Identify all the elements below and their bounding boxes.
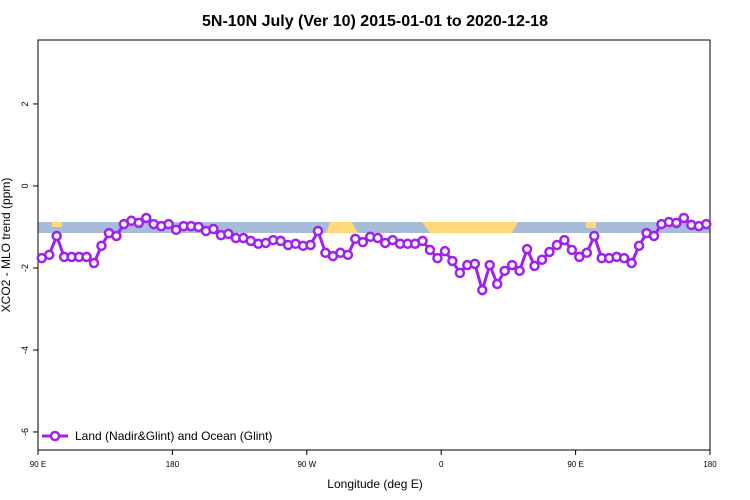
y-tick-label: 2 — [20, 101, 30, 106]
data-point — [417, 235, 428, 247]
data-point — [447, 255, 458, 267]
data-point — [111, 230, 122, 242]
x-tick-label: 180 — [166, 460, 180, 469]
legend-label: Land (Nadir&Glint) and Ocean (Glint) — [75, 429, 272, 443]
data-point — [193, 221, 204, 233]
data-point — [701, 218, 712, 230]
land-patch — [326, 222, 358, 233]
data-point — [678, 212, 690, 224]
x-tick-label: 90 W — [297, 460, 316, 469]
y-tick-label: -6 — [20, 428, 30, 436]
legend-marker — [49, 430, 61, 442]
data-point — [81, 251, 92, 263]
data-point — [671, 217, 682, 229]
data-point — [514, 265, 525, 277]
data-point — [51, 230, 62, 242]
data-point — [88, 257, 100, 269]
data-point — [581, 247, 593, 259]
data-point — [499, 265, 510, 277]
data-point — [574, 251, 585, 263]
data-point — [469, 258, 481, 270]
data-point — [312, 225, 324, 237]
x-tick-label: 90 E — [30, 460, 46, 469]
x-tick-label: 90 E — [567, 460, 583, 469]
map-strip — [38, 222, 710, 233]
data-point — [529, 260, 540, 272]
data-point — [424, 244, 436, 256]
data-point — [536, 254, 548, 266]
data-point — [454, 267, 466, 279]
data-point — [43, 249, 55, 261]
data-point — [626, 257, 637, 269]
data-point — [491, 278, 503, 290]
data-point — [372, 232, 383, 244]
y-tick-label: 0 — [20, 183, 30, 188]
land-patch — [52, 222, 62, 227]
chart-title: 5N-10N July (Ver 10) 2015-01-01 to 2020-… — [202, 13, 548, 30]
ocean-strip — [38, 222, 710, 233]
data-point — [506, 259, 518, 271]
data-point — [544, 246, 555, 258]
data-point — [96, 240, 107, 252]
data-point — [484, 259, 495, 271]
data-point — [342, 249, 354, 261]
data-point — [551, 239, 563, 251]
x-tick-label: 0 — [439, 460, 444, 469]
data-point — [648, 230, 660, 242]
data-point — [633, 240, 645, 252]
plot-frame — [37, 39, 711, 451]
data-point — [305, 239, 316, 251]
land-patch — [586, 222, 596, 228]
data-point — [618, 252, 630, 264]
y-tick-label: -4 — [20, 346, 30, 354]
x-axis-label: Longitude (deg E) — [327, 477, 422, 491]
data-point — [566, 244, 578, 256]
data-point — [439, 245, 451, 257]
data-point — [163, 218, 174, 230]
y-axis-label: XCO2 - MLO trend (ppm) — [0, 178, 13, 313]
data-point — [432, 252, 443, 264]
data-point — [521, 243, 533, 255]
y-tick-label: -2 — [20, 264, 30, 272]
data-point — [559, 234, 570, 246]
data-point — [357, 236, 369, 248]
x-tick-label: 180 — [703, 460, 717, 469]
land-patch — [422, 222, 518, 233]
data-point — [208, 223, 219, 235]
data-point — [223, 228, 234, 240]
data-point — [133, 217, 145, 229]
data-point — [477, 284, 488, 296]
legend: Land (Nadir&Glint) and Ocean (Glint) — [42, 429, 272, 443]
data-point — [589, 230, 600, 242]
data-point — [275, 235, 286, 247]
data-point — [141, 212, 152, 224]
